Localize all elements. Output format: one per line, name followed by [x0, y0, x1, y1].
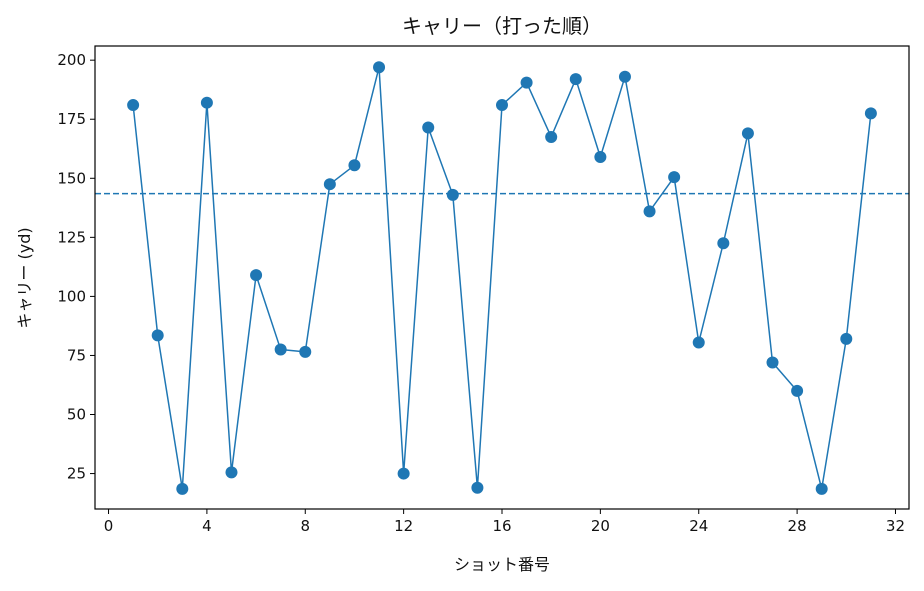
data-point	[496, 99, 508, 112]
data-point	[594, 151, 607, 164]
y-tick-label: 150	[57, 169, 86, 187]
x-tick-label: 32	[886, 517, 905, 535]
chart-title: キャリー（打った順）	[402, 14, 602, 38]
x-tick-label: 4	[202, 517, 212, 535]
x-axis: 0 4 8 12 16 20 24 28 32	[104, 509, 905, 535]
y-tick-label: 75	[67, 346, 86, 364]
y-axis-label: キャリー (yd)	[15, 227, 34, 328]
data-point	[569, 73, 582, 86]
data-point	[127, 99, 140, 112]
x-tick-label: 12	[394, 517, 413, 535]
data-point	[840, 332, 853, 345]
data-point	[815, 482, 828, 495]
data-point	[250, 269, 263, 282]
data-point	[618, 70, 631, 83]
plot-area	[95, 61, 909, 495]
data-point	[446, 188, 459, 201]
y-tick-label: 175	[57, 110, 86, 128]
data-point	[348, 159, 361, 172]
data-point	[545, 130, 558, 143]
data-point	[741, 127, 754, 140]
data-point	[200, 96, 213, 109]
x-tick-label: 0	[104, 517, 114, 535]
x-tick-label: 24	[689, 517, 708, 535]
data-point	[323, 178, 336, 191]
data-point	[643, 205, 656, 218]
x-tick-label: 8	[300, 517, 310, 535]
data-point	[471, 481, 484, 494]
data-point	[520, 76, 533, 89]
y-tick-label: 125	[57, 228, 86, 246]
series-line	[132, 66, 872, 490]
y-axis: 25 50 75 100 125 150 175 200	[57, 51, 95, 483]
data-point	[299, 345, 312, 358]
data-point	[225, 466, 238, 479]
y-tick-label: 50	[67, 406, 86, 424]
data-point	[422, 121, 435, 134]
y-tick-label: 200	[57, 51, 86, 69]
x-tick-label: 20	[591, 517, 610, 535]
data-point	[373, 61, 386, 74]
data-point	[151, 329, 164, 342]
data-point	[668, 171, 681, 184]
data-point	[864, 107, 877, 120]
x-tick-label: 28	[788, 517, 807, 535]
data-point	[791, 384, 804, 397]
x-tick-label: 16	[492, 517, 511, 535]
data-point	[766, 356, 779, 369]
y-tick-label: 25	[67, 465, 86, 483]
x-axis-label: ショット番号	[454, 555, 550, 574]
data-point	[176, 482, 189, 495]
data-point	[717, 237, 730, 250]
data-point	[692, 336, 705, 349]
data-point	[274, 343, 287, 356]
data-point	[397, 467, 410, 480]
y-tick-label: 100	[57, 287, 86, 305]
